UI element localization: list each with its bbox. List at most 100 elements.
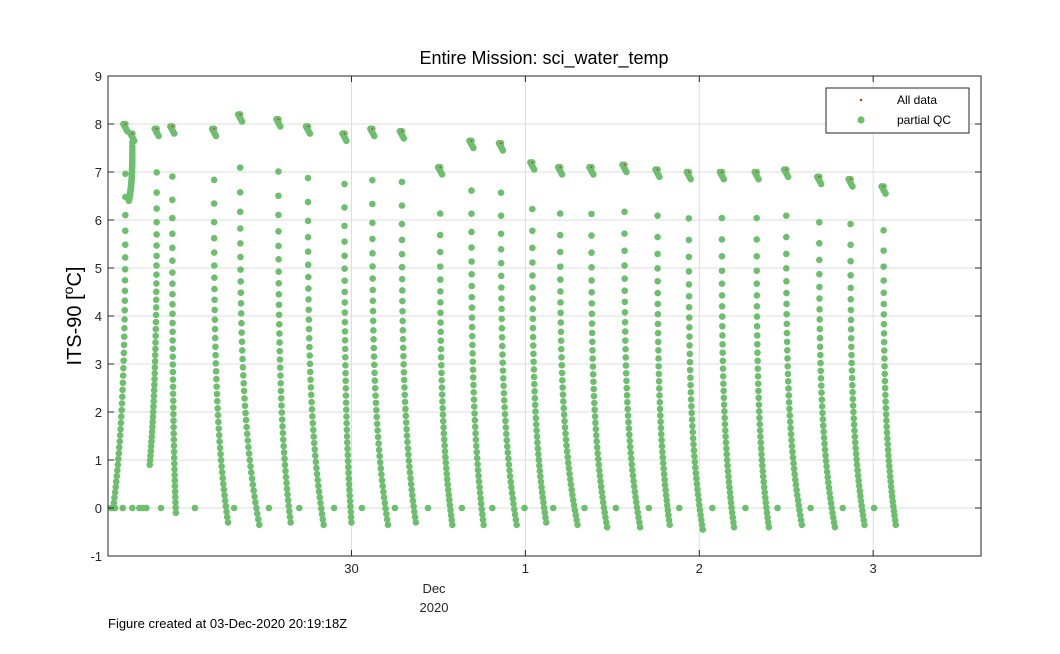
data-point: [659, 454, 667, 461]
data-point: [849, 381, 856, 389]
data-point: [400, 352, 407, 360]
data-point: [238, 319, 245, 327]
data-point: [881, 363, 888, 370]
data-point: [116, 432, 124, 439]
data-point: [880, 263, 887, 271]
data-point: [790, 465, 798, 473]
data-point: [498, 334, 506, 341]
data-point: [446, 501, 454, 509]
data-point: [688, 409, 696, 417]
data-point: [498, 315, 506, 323]
data-point: [566, 475, 574, 483]
data-point: [755, 401, 763, 408]
data-point: [169, 290, 176, 298]
data-point: [654, 233, 661, 241]
data-point: [213, 390, 221, 398]
data-point: [444, 486, 452, 494]
data-point: [121, 316, 128, 323]
raw-data-point: [213, 128, 215, 130]
data-point: [215, 431, 223, 439]
data-point: [621, 262, 628, 269]
data-point: [720, 394, 728, 402]
data-point: [686, 366, 694, 374]
data-point: [655, 347, 662, 354]
data-point: [169, 230, 176, 238]
data-point: [437, 299, 444, 306]
data-point: [660, 470, 668, 478]
data-point: [370, 353, 378, 360]
data-point: [400, 361, 407, 368]
data-point: [311, 446, 319, 453]
data-point: [588, 249, 595, 256]
data-point: [277, 380, 284, 387]
data-point: [718, 292, 726, 299]
data-point: [599, 493, 606, 501]
data-point: [817, 375, 825, 382]
data-point: [372, 392, 379, 399]
data-point: [400, 135, 408, 142]
data-point: [318, 510, 326, 518]
data-point: [411, 513, 419, 521]
data-point: [468, 282, 476, 290]
data-point: [687, 389, 695, 396]
data-point: [474, 466, 482, 474]
data-point: [784, 355, 791, 362]
data-point: [502, 424, 510, 431]
data-point: [211, 316, 219, 323]
data-point: [369, 219, 376, 227]
raw-data-point: [818, 176, 821, 178]
data-point: [347, 508, 355, 516]
data-point: [885, 462, 893, 470]
data-point: [535, 450, 542, 458]
data-point: [152, 318, 160, 326]
data-point: [764, 514, 771, 521]
data-point: [400, 376, 408, 384]
data-point: [532, 414, 540, 422]
data-point: [471, 423, 479, 431]
raw-data-point: [500, 142, 502, 144]
data-point: [761, 494, 769, 501]
data-point: [497, 272, 505, 280]
data-point: [783, 289, 790, 297]
data-point: [117, 413, 125, 420]
data-point: [219, 480, 227, 488]
data-point: [380, 494, 388, 501]
data-point: [634, 509, 642, 516]
data-point: [275, 301, 283, 309]
data-point: [590, 171, 597, 178]
data-point: [784, 377, 792, 385]
data-point: [306, 368, 314, 376]
data-point: [823, 463, 830, 470]
data-point: [719, 365, 727, 373]
data-point: [699, 526, 707, 533]
data-point: [470, 403, 478, 410]
data-point: [574, 521, 581, 529]
data-point: [622, 369, 630, 377]
data-point: [722, 439, 730, 446]
data-point: [529, 284, 536, 291]
data-point: [306, 360, 314, 368]
data-point: [121, 297, 129, 305]
data-point: [661, 476, 668, 483]
data-point: [497, 230, 505, 238]
data-point: [254, 510, 261, 517]
data-point: [542, 514, 549, 521]
data-point: [621, 230, 628, 237]
data-point: [501, 410, 509, 418]
data-point: [330, 504, 338, 512]
data-point: [822, 451, 829, 459]
data-point: [342, 399, 350, 407]
data-point: [381, 499, 389, 507]
data-point: [559, 391, 567, 398]
y-tick-label: 1: [95, 453, 102, 468]
data-point: [851, 433, 859, 440]
data-point: [341, 222, 348, 230]
data-point: [399, 317, 406, 325]
data-point: [694, 486, 701, 493]
data-point: [563, 448, 571, 455]
data-point: [753, 332, 761, 339]
data-point: [685, 236, 693, 244]
raw-data-point: [623, 164, 626, 166]
data-point: [210, 200, 218, 207]
data-point: [343, 426, 351, 434]
